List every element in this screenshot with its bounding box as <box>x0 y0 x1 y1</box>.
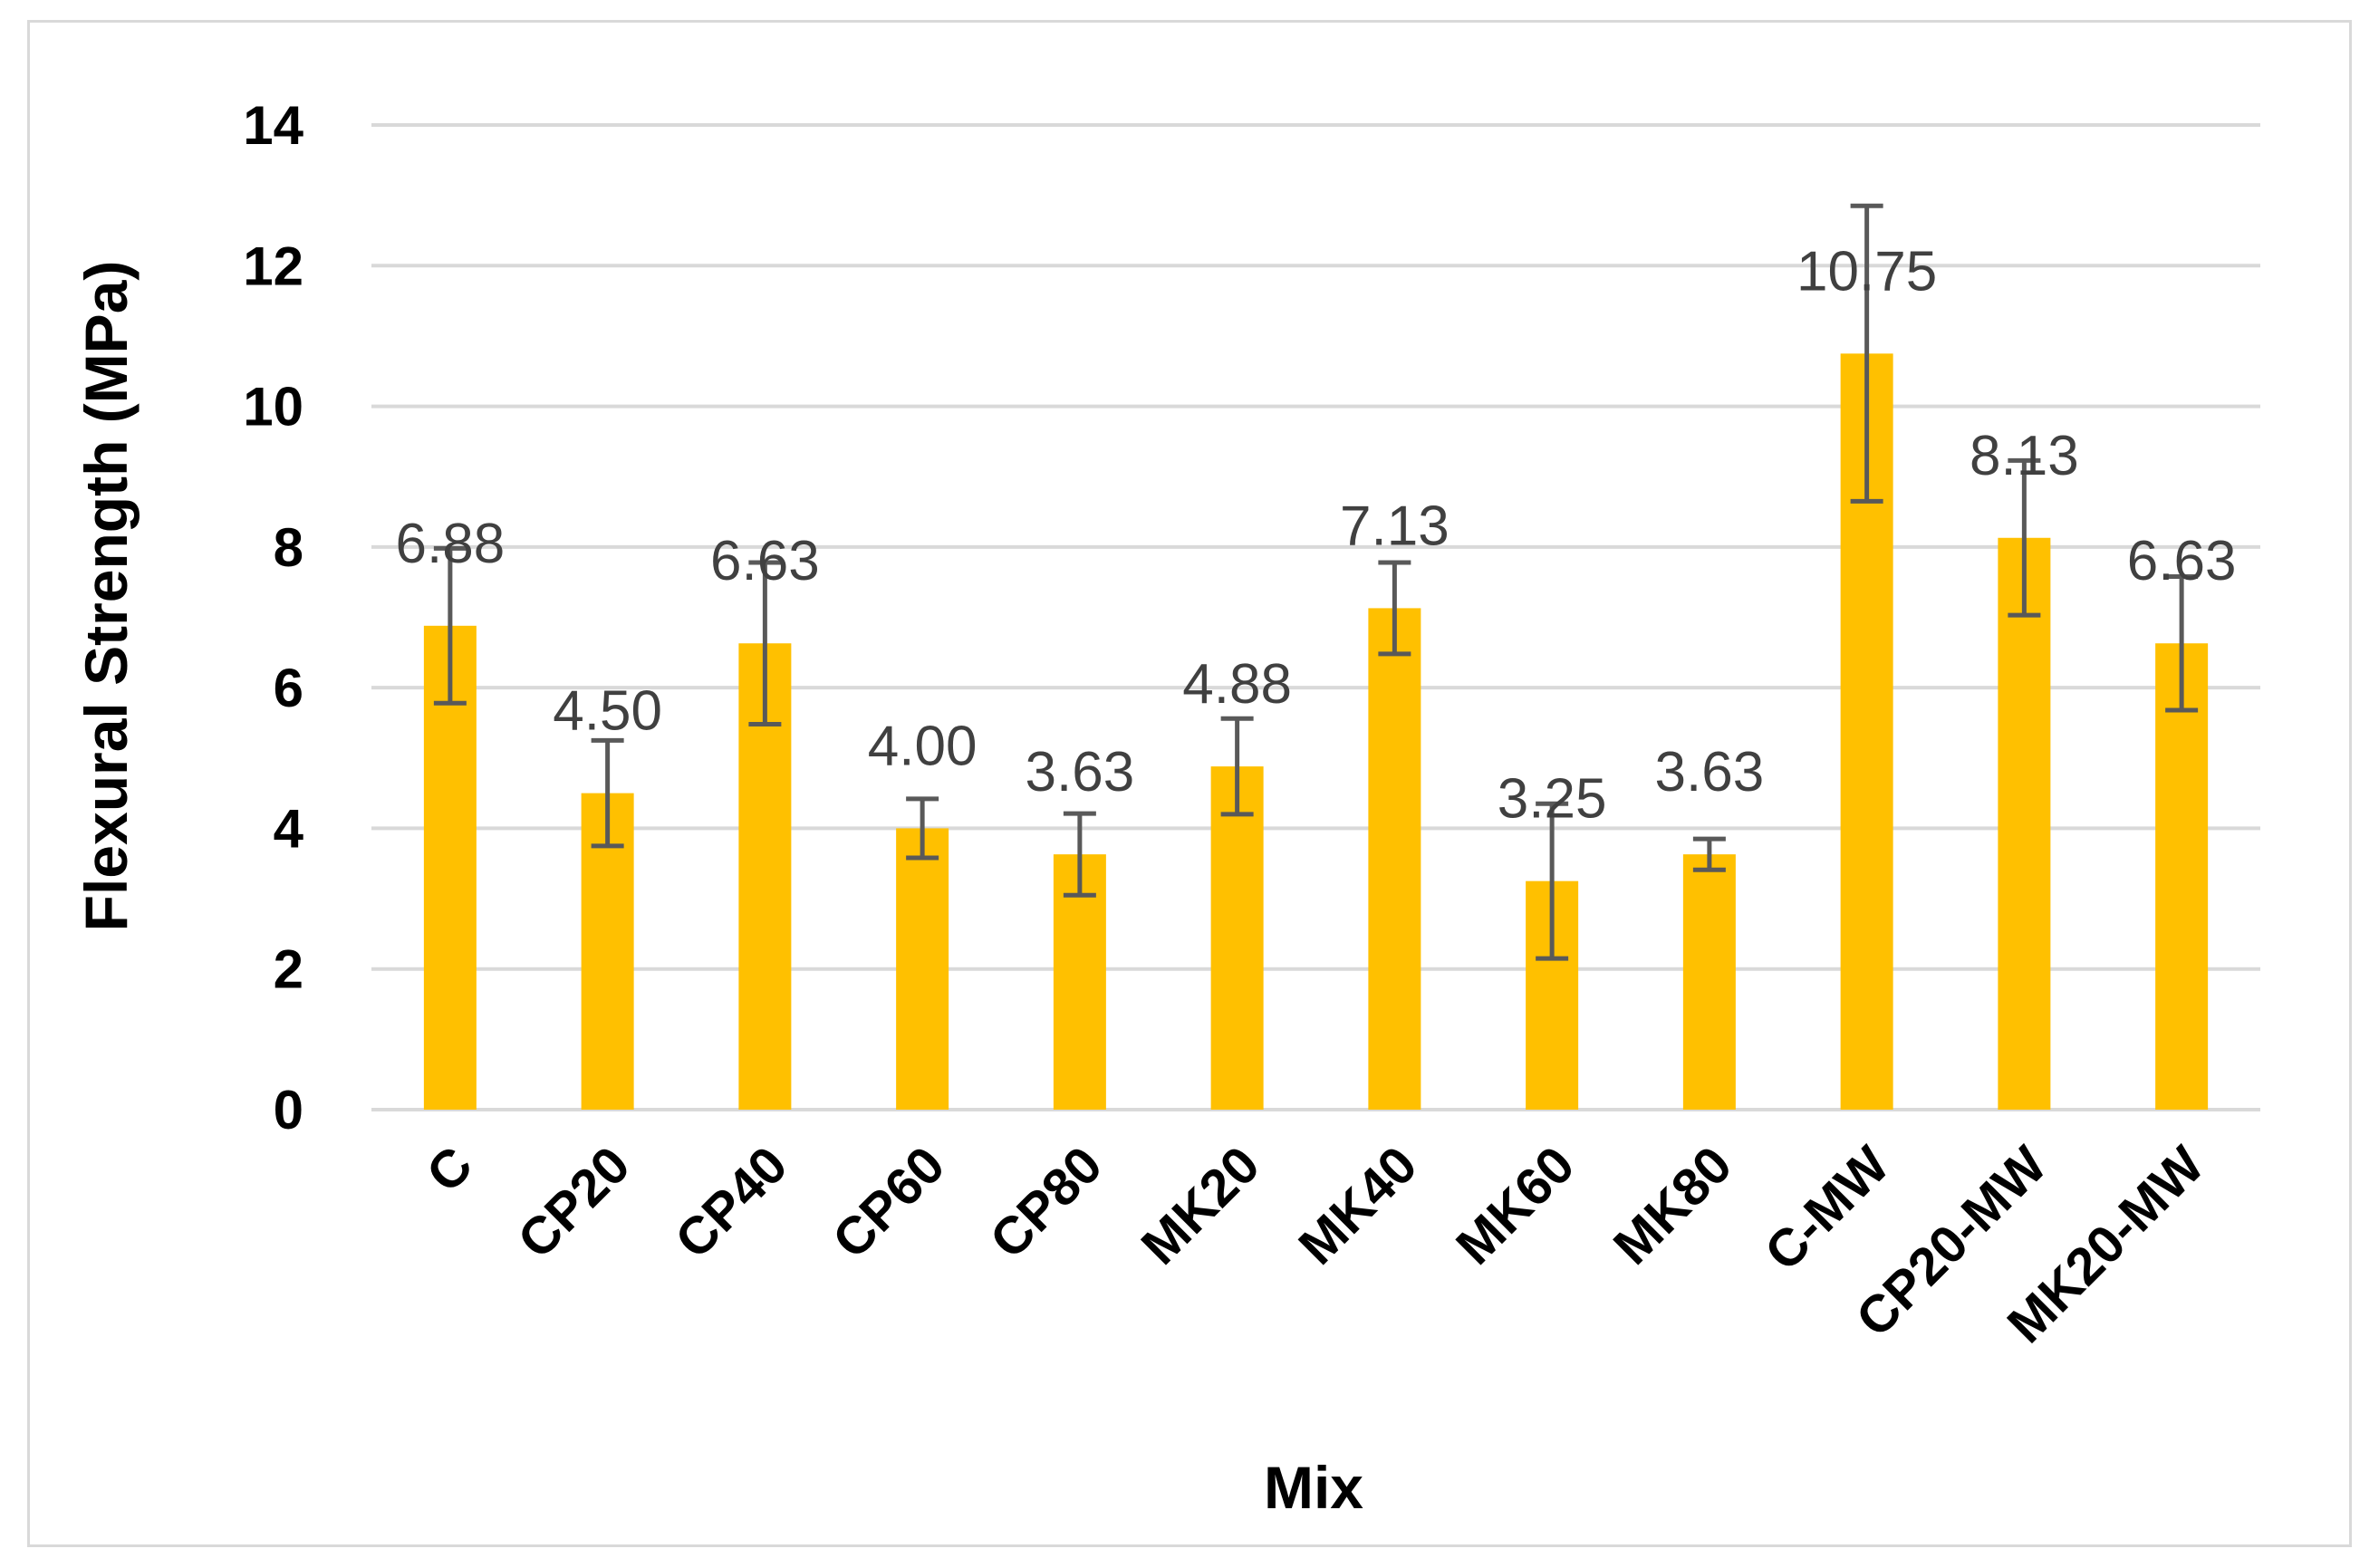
y-tick-label: 4 <box>274 798 304 859</box>
x-tick-label: C-MW <box>1754 1135 1901 1282</box>
data-label: 6.88 <box>396 513 506 575</box>
error-bar <box>906 796 939 861</box>
bar <box>423 625 477 1110</box>
x-tick-label: MK20 <box>1130 1135 1270 1275</box>
data-label: 4.50 <box>553 680 662 743</box>
y-axis-ticks: 0 2 4 6 8 10 12 14 <box>243 95 303 1140</box>
bar <box>1682 854 1736 1110</box>
chart-frame <box>27 20 2352 1547</box>
data-label: 4.88 <box>1182 653 1292 716</box>
data-label: 8.13 <box>1970 425 2079 487</box>
bars <box>423 353 2209 1110</box>
bar <box>1368 608 1421 1110</box>
y-tick-label: 10 <box>243 377 303 438</box>
error-bar <box>433 545 467 706</box>
bar <box>2155 643 2209 1110</box>
error-bars <box>433 203 2199 961</box>
gridlines <box>371 123 2260 1111</box>
error-bar <box>1063 811 1096 898</box>
x-axis-title: Mix <box>1264 1454 1363 1521</box>
x-tick-label: C <box>415 1135 484 1204</box>
y-tick-label: 14 <box>243 95 303 156</box>
error-bar <box>2165 573 2199 713</box>
data-label: 4.00 <box>868 715 978 777</box>
data-label: 7.13 <box>1340 495 1450 557</box>
x-tick-label: MK80 <box>1603 1135 1743 1275</box>
y-axis-title: Flexural Strength (MPa) <box>72 261 140 932</box>
data-label: 6.63 <box>2127 530 2237 592</box>
error-bar <box>2008 457 2041 618</box>
y-tick-label: 8 <box>274 517 303 578</box>
y-tick-label: 12 <box>243 236 303 296</box>
x-tick-label: CP20 <box>506 1135 641 1270</box>
x-tick-label: MK40 <box>1287 1135 1428 1275</box>
x-tick-label: CP60 <box>822 1135 957 1270</box>
error-bar <box>748 560 782 727</box>
data-label: 3.25 <box>1498 768 1607 831</box>
x-tick-label: CP80 <box>979 1135 1114 1270</box>
error-bar <box>1850 203 1883 504</box>
x-tick-label: CP40 <box>664 1135 799 1270</box>
y-tick-label: 2 <box>274 939 303 1000</box>
x-axis-labels: C CP20 CP40 CP60 CP80 MK20 MK40 MK60 MK80 C-MWCP2… <box>415 1135 2215 1354</box>
data-label: 3.63 <box>1655 741 1765 803</box>
data-label: 10.75 <box>1796 240 1937 303</box>
bar <box>1210 766 1264 1110</box>
y-tick-label: 6 <box>274 658 303 718</box>
data-labels: 6.88 4.50 6.63 4.00 3.63 4.88 7.13 3.25 3.63 10.7… <box>396 240 2237 830</box>
error-bar <box>1692 836 1726 872</box>
error-bar <box>1220 716 1254 817</box>
data-label: 6.63 <box>710 530 820 592</box>
error-bar <box>1536 801 1569 961</box>
data-label: 3.63 <box>1026 741 1135 803</box>
error-bar <box>1378 560 1411 657</box>
bar <box>896 828 949 1110</box>
x-tick-label: MK60 <box>1445 1135 1585 1275</box>
y-tick-label: 0 <box>274 1080 303 1140</box>
error-bar <box>591 737 624 849</box>
bar <box>1998 537 2051 1110</box>
